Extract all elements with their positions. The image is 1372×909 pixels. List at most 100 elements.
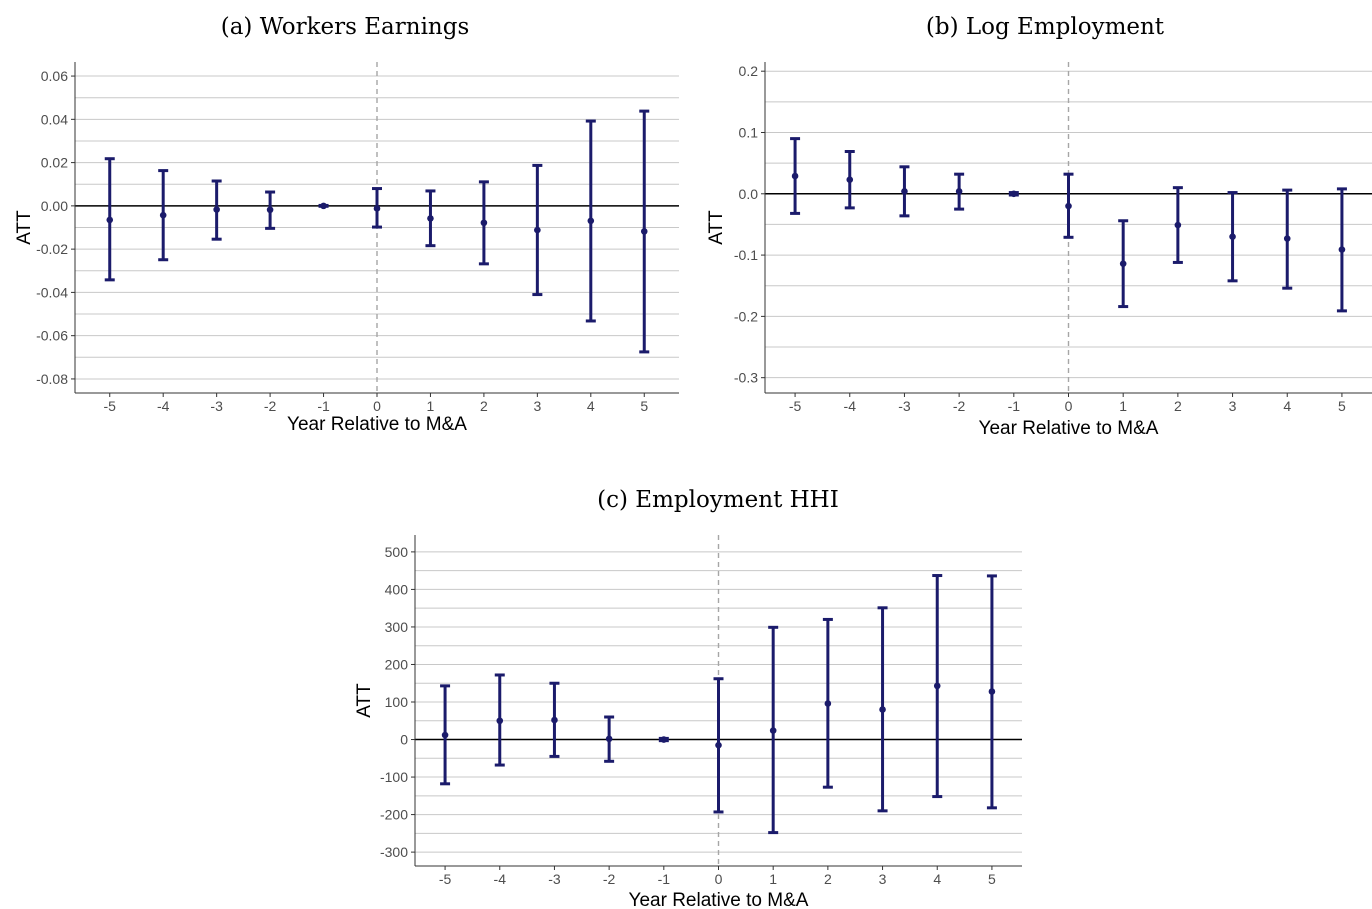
- error-bar--1: [658, 736, 669, 743]
- error-bar--4: [158, 169, 169, 262]
- point-estimate: [427, 215, 434, 222]
- error-bar--5: [440, 684, 451, 786]
- y-tick-label: 200: [385, 656, 409, 672]
- x-tick-label: -2: [953, 398, 966, 414]
- x-axis-title: Year Relative to M&A: [629, 890, 809, 909]
- y-tick-label: -0.02: [36, 241, 68, 257]
- x-tick-label: 3: [879, 871, 887, 887]
- error-bar-5: [1336, 187, 1347, 313]
- x-tick-label: -2: [603, 871, 616, 887]
- y-axis-title: ATT: [706, 210, 727, 245]
- error-bar--1: [1008, 190, 1019, 198]
- x-tick-label: 3: [1229, 398, 1237, 414]
- error-bar--2: [954, 172, 965, 211]
- error-bar-3: [877, 606, 888, 813]
- y-tick-label: -300: [380, 844, 408, 860]
- error-bar--5: [104, 157, 115, 282]
- x-tick-label: 5: [1338, 398, 1346, 414]
- error-bar-1: [425, 189, 436, 248]
- x-tick-label: 2: [1174, 398, 1182, 414]
- y-tick-label: -0.04: [36, 284, 68, 300]
- point-estimate: [1283, 235, 1291, 242]
- x-tick-label: 4: [933, 871, 941, 887]
- x-tick-label: 0: [1065, 398, 1073, 414]
- error-bar-1: [768, 625, 779, 835]
- x-tick-label: 5: [640, 398, 648, 414]
- x-tick-label: -4: [157, 398, 170, 414]
- point-estimate: [955, 188, 963, 195]
- point-estimate: [1174, 221, 1182, 229]
- x-tick-label: 4: [587, 398, 595, 414]
- x-tick-label: -2: [264, 398, 277, 414]
- point-estimate: [1065, 202, 1072, 210]
- error-bar--2: [265, 190, 276, 230]
- x-tick-label: 2: [480, 398, 488, 414]
- y-axis-title: ATT: [354, 683, 375, 718]
- y-tick-label: -0.08: [36, 371, 68, 387]
- error-bar--3: [549, 681, 560, 758]
- chart-title: (c) Employment HHI: [597, 487, 839, 513]
- chart-panel-3: (c) Employment HHI 500 400 300 200 100 0 -100 -2…: [354, 487, 1022, 909]
- x-tick-label: -3: [548, 871, 561, 887]
- point-estimate: [824, 700, 832, 707]
- point-estimate: [106, 216, 114, 224]
- y-tick-label: 0.2: [739, 63, 759, 79]
- error-bar-0: [372, 187, 382, 229]
- x-tick-label: -5: [104, 398, 117, 414]
- x-tick-label: 1: [1119, 398, 1127, 414]
- point-estimate: [159, 211, 167, 219]
- point-estimate: [496, 717, 504, 725]
- point-estimate: [846, 176, 854, 183]
- point-estimate: [587, 217, 595, 225]
- point-estimate: [640, 228, 648, 235]
- error-bar--1: [318, 202, 329, 210]
- y-tick-label: 0.04: [41, 111, 68, 127]
- point-estimate: [901, 188, 908, 195]
- y-tick-label: 100: [385, 694, 409, 710]
- point-estimate: [660, 736, 668, 743]
- point-estimate: [605, 735, 613, 743]
- point-estimate: [715, 741, 722, 749]
- error-bar-0: [713, 677, 724, 814]
- x-tick-label: 1: [769, 871, 777, 887]
- error-bar--2: [604, 715, 615, 763]
- point-estimate: [933, 682, 941, 690]
- point-estimate: [551, 716, 558, 724]
- x-axis-title: Year Relative to M&A: [287, 414, 467, 435]
- error-bar-2: [1172, 186, 1183, 264]
- error-bar--3: [899, 165, 910, 218]
- error-bar-4: [932, 574, 943, 799]
- error-bar--4: [494, 673, 505, 767]
- error-bar-5: [986, 574, 997, 810]
- x-tick-label: -1: [317, 398, 330, 414]
- error-bar-4: [585, 119, 596, 323]
- point-estimate: [1010, 190, 1018, 198]
- y-tick-label: 0: [400, 732, 408, 748]
- point-estimate: [441, 731, 449, 739]
- x-tick-label: -4: [494, 871, 507, 887]
- chart-title: (a) Workers Earnings: [221, 14, 470, 40]
- x-axis-title: Year Relative to M&A: [979, 418, 1159, 439]
- point-estimate: [1229, 233, 1236, 240]
- error-bar-3: [1227, 191, 1238, 283]
- x-tick-label: 4: [1283, 398, 1291, 414]
- point-estimate: [1119, 260, 1127, 267]
- y-tick-label: -0.3: [734, 370, 758, 386]
- point-estimate: [988, 688, 996, 695]
- point-estimate: [213, 206, 220, 213]
- point-estimate: [1338, 246, 1346, 253]
- y-tick-label: 500: [385, 544, 409, 560]
- chart-panel-1: (a) Workers Earnings 0.06 0.04 0.02 0.00 -0.0…: [14, 14, 679, 435]
- x-tick-label: 5: [988, 871, 996, 887]
- error-bar--5: [790, 137, 801, 215]
- y-tick-label: -200: [380, 807, 408, 823]
- y-tick-label: 0.06: [41, 68, 68, 84]
- x-tick-label: -5: [789, 398, 802, 414]
- x-tick-label: -5: [439, 871, 452, 887]
- point-estimate: [266, 206, 274, 214]
- point-estimate: [373, 205, 381, 212]
- error-bar-5: [639, 109, 650, 354]
- error-bar-2: [478, 180, 489, 266]
- point-estimate: [534, 226, 541, 234]
- x-tick-label: -4: [844, 398, 857, 414]
